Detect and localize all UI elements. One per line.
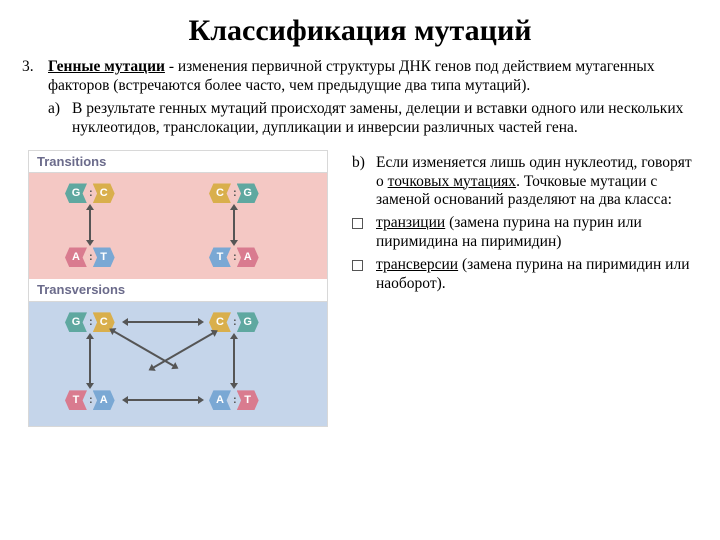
bullet-text: трансверсии (замена пурина на пиримидин …	[376, 256, 692, 294]
right-column: b) Если изменяется лишь один нуклеотид, …	[334, 150, 692, 428]
content-body: 3. Генные мутации - изменения первичной …	[0, 58, 720, 427]
list-text: В результате генных мутаций происходят з…	[72, 100, 692, 138]
term-transitions: транзиции	[376, 214, 445, 231]
base: A	[65, 247, 87, 267]
base: T	[65, 390, 87, 410]
base: G	[237, 183, 259, 203]
colon: :	[233, 394, 237, 407]
square-bullet-icon	[352, 256, 376, 294]
colon: :	[89, 251, 93, 264]
base: T	[209, 247, 231, 267]
colon: :	[233, 316, 237, 329]
colon: :	[89, 187, 93, 200]
base: A	[93, 390, 115, 410]
list-letter: a)	[48, 100, 72, 138]
base: A	[237, 247, 259, 267]
pair-TA: T : A	[65, 390, 115, 410]
base: G	[65, 183, 87, 203]
base: T	[237, 390, 259, 410]
bullet-transversions: трансверсии (замена пурина на пиримидин …	[352, 256, 692, 294]
diagram-header-transitions: Transitions	[29, 151, 327, 174]
list-text: Генные мутации - изменения первичной стр…	[48, 58, 692, 96]
bullet-text: транзиции (замена пурина на пурин или пи…	[376, 214, 692, 252]
base: G	[237, 312, 259, 332]
arrow-vertical-icon	[89, 338, 91, 384]
list-letter: b)	[352, 154, 376, 211]
base: A	[209, 390, 231, 410]
list-number: 3.	[22, 58, 48, 96]
base: G	[65, 312, 87, 332]
arrow-diagonal-icon	[113, 331, 175, 368]
square-bullet-icon	[352, 214, 376, 252]
term-gene-mutations: Генные мутации	[48, 58, 165, 75]
base: C	[209, 183, 231, 203]
colon: :	[233, 187, 237, 200]
lower-row: Transitions G : C C : G	[22, 150, 692, 428]
list-text: Если изменяется лишь один нуклеотид, гов…	[376, 154, 692, 211]
term-point-mutations: точковых мутациях	[388, 173, 516, 190]
pair-AT: A : T	[65, 247, 115, 267]
transversions-zone: G : C C : G T : A	[29, 302, 327, 426]
list-item-a: a) В результате генных мутаций происходя…	[22, 100, 692, 138]
term-transversions: трансверсии	[376, 256, 458, 273]
page-title: Классификация мутаций	[0, 0, 720, 58]
list-item-b: b) Если изменяется лишь один нуклеотид, …	[352, 154, 692, 211]
list-item-3: 3. Генные мутации - изменения первичной …	[22, 58, 692, 96]
colon: :	[233, 251, 237, 264]
transitions-zone: G : C C : G A : T	[29, 173, 327, 279]
diagram-header-transversions: Transversions	[29, 279, 327, 302]
base: T	[93, 247, 115, 267]
arrow-vertical-icon	[233, 209, 235, 241]
diagram-container: Transitions G : C C : G	[28, 150, 334, 428]
arrow-horizontal-icon	[127, 321, 199, 323]
arrow-vertical-icon	[233, 338, 235, 384]
colon: :	[89, 316, 93, 329]
base: C	[93, 183, 115, 203]
pair-TA: T : A	[209, 247, 259, 267]
colon: :	[89, 394, 93, 407]
pair-GC: G : C	[65, 183, 115, 203]
mutation-diagram: Transitions G : C C : G	[28, 150, 328, 428]
arrow-horizontal-icon	[127, 399, 199, 401]
pair-AT: A : T	[209, 390, 259, 410]
bullet-transitions: транзиции (замена пурина на пурин или пи…	[352, 214, 692, 252]
pair-CG: C : G	[209, 183, 259, 203]
arrow-vertical-icon	[89, 209, 91, 241]
arrow-diagonal-icon	[152, 332, 214, 369]
